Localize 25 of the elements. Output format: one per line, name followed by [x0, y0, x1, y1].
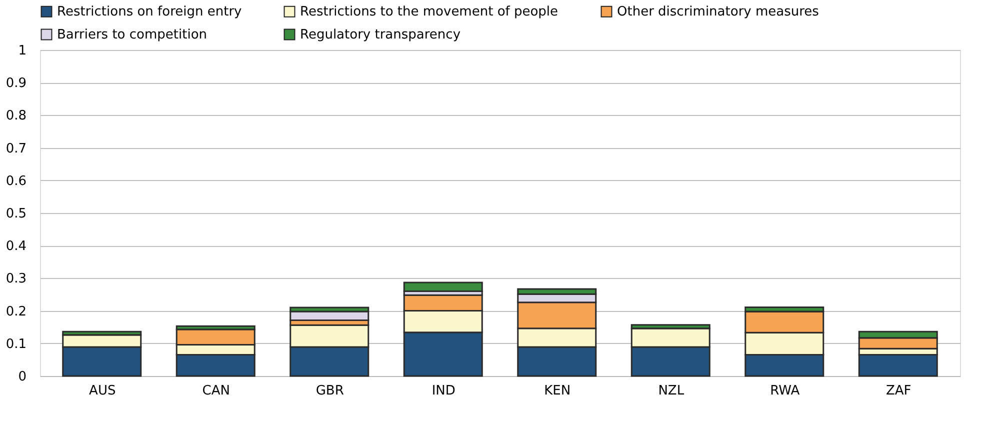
x-tick-label: ZAF — [886, 384, 912, 398]
x-tick-label: IND — [432, 384, 456, 398]
y-tick-label: 0.4 — [6, 239, 26, 254]
x-tick-label: AUS — [89, 384, 116, 398]
x-tick-label: KEN — [544, 384, 571, 398]
y-tick-label: 0.5 — [6, 206, 26, 222]
legend-label: Other discriminatory measures — [617, 4, 820, 20]
y-tick-label: 0.2 — [6, 304, 26, 320]
y-tick-label: 1 — [18, 44, 26, 58]
y-tick-label: 0 — [18, 370, 26, 384]
legend-label: Restrictions on foreign entry — [57, 4, 242, 20]
x-tick-label: NZL — [658, 384, 685, 398]
x-tick-label: RWA — [770, 384, 800, 398]
y-tick-label: 0.8 — [6, 108, 26, 124]
legend-label: Restrictions to the movement of people — [300, 4, 558, 20]
y-tick-label: 0.3 — [6, 272, 26, 287]
y-tick-label: 0.1 — [6, 336, 26, 352]
y-tick-label: 0.9 — [6, 76, 26, 92]
x-tick-label: CAN — [202, 384, 230, 398]
x-tick-label: GBR — [316, 384, 344, 398]
y-tick-label: 0.6 — [6, 174, 26, 189]
legend-label: Regulatory transparency — [300, 28, 461, 42]
bar — [403, 282, 483, 292]
legend-label: Barriers to competition — [57, 28, 208, 42]
y-tick-label: 0.7 — [6, 141, 26, 156]
